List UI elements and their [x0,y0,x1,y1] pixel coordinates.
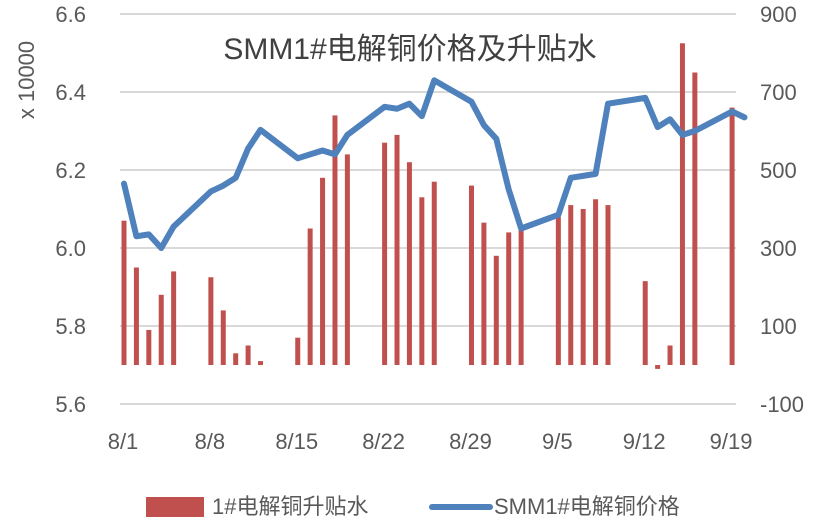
bar [518,224,524,365]
bar [568,205,574,365]
legend-label-premium: 1#电解铜升贴水 [212,494,368,519]
legend-label-price: SMM1#电解铜价格 [494,494,680,519]
left-tick-label: 6.2 [55,158,86,183]
bar [258,361,264,365]
bar [208,277,214,365]
bar [506,232,512,365]
right-tick-label: 100 [760,314,797,339]
bar [332,115,338,366]
bar [468,185,474,365]
x-axis: 8/1 8/8 8/15 8/22 8/29 9/5 9/12 9/19 [108,429,753,454]
bar [307,228,313,365]
bar [320,177,326,365]
line-series-price [121,77,748,251]
bar [729,107,735,365]
bar [431,181,437,365]
bar [655,365,661,369]
x-tick-label: 9/12 [623,429,666,454]
x-tick-label: 8/8 [195,429,226,454]
bar [605,205,611,365]
bar [406,162,412,365]
bar [555,216,561,365]
bar-series-premium [121,43,735,369]
bar [344,154,350,365]
bar [394,134,400,365]
right-tick-label: 300 [760,236,797,261]
bar [233,353,239,365]
bar [642,281,648,365]
right-tick-label: 500 [760,158,797,183]
left-tick-label: 6.4 [55,80,86,105]
left-tick-label: 5.6 [55,392,86,417]
bar [158,294,164,365]
bar [493,255,499,365]
bar [171,271,177,365]
bar [679,43,685,365]
legend: 1#电解铜升贴水 SMM1#电解铜价格 [146,494,680,519]
bar [245,345,251,365]
bar [146,329,152,365]
x-tick-label: 9/19 [710,429,753,454]
bar [481,222,487,365]
bar [419,197,425,365]
right-tick-label: 700 [760,80,797,105]
x-tick-label: 8/29 [449,429,492,454]
bar [382,142,388,365]
chart-title: SMM1#电解铜价格及升贴水 [223,33,596,66]
price-line [121,77,748,251]
right-tick-label: -100 [760,392,804,417]
right-axis: 900 700 500 300 100 -100 [760,2,804,417]
x-tick-label: 9/5 [542,429,573,454]
left-axis: 6.6 6.4 6.2 6.0 5.8 5.6 [55,2,86,417]
left-tick-label: 5.8 [55,314,86,339]
bar [692,72,698,365]
bar [580,209,586,365]
right-tick-label: 900 [760,2,797,27]
x-tick-label: 8/22 [362,429,405,454]
left-tick-label: 6.6 [55,2,86,27]
bar [593,199,599,365]
x-tick-label: 8/15 [275,429,318,454]
legend-swatch-bar-icon [146,497,204,517]
bar [121,220,127,365]
bar [133,267,139,365]
bar [220,310,226,365]
left-tick-label: 6.0 [55,236,86,261]
left-axis-label: x 10000 [14,41,39,119]
bar [667,345,673,365]
x-tick-label: 8/1 [108,429,139,454]
bar [295,337,301,365]
